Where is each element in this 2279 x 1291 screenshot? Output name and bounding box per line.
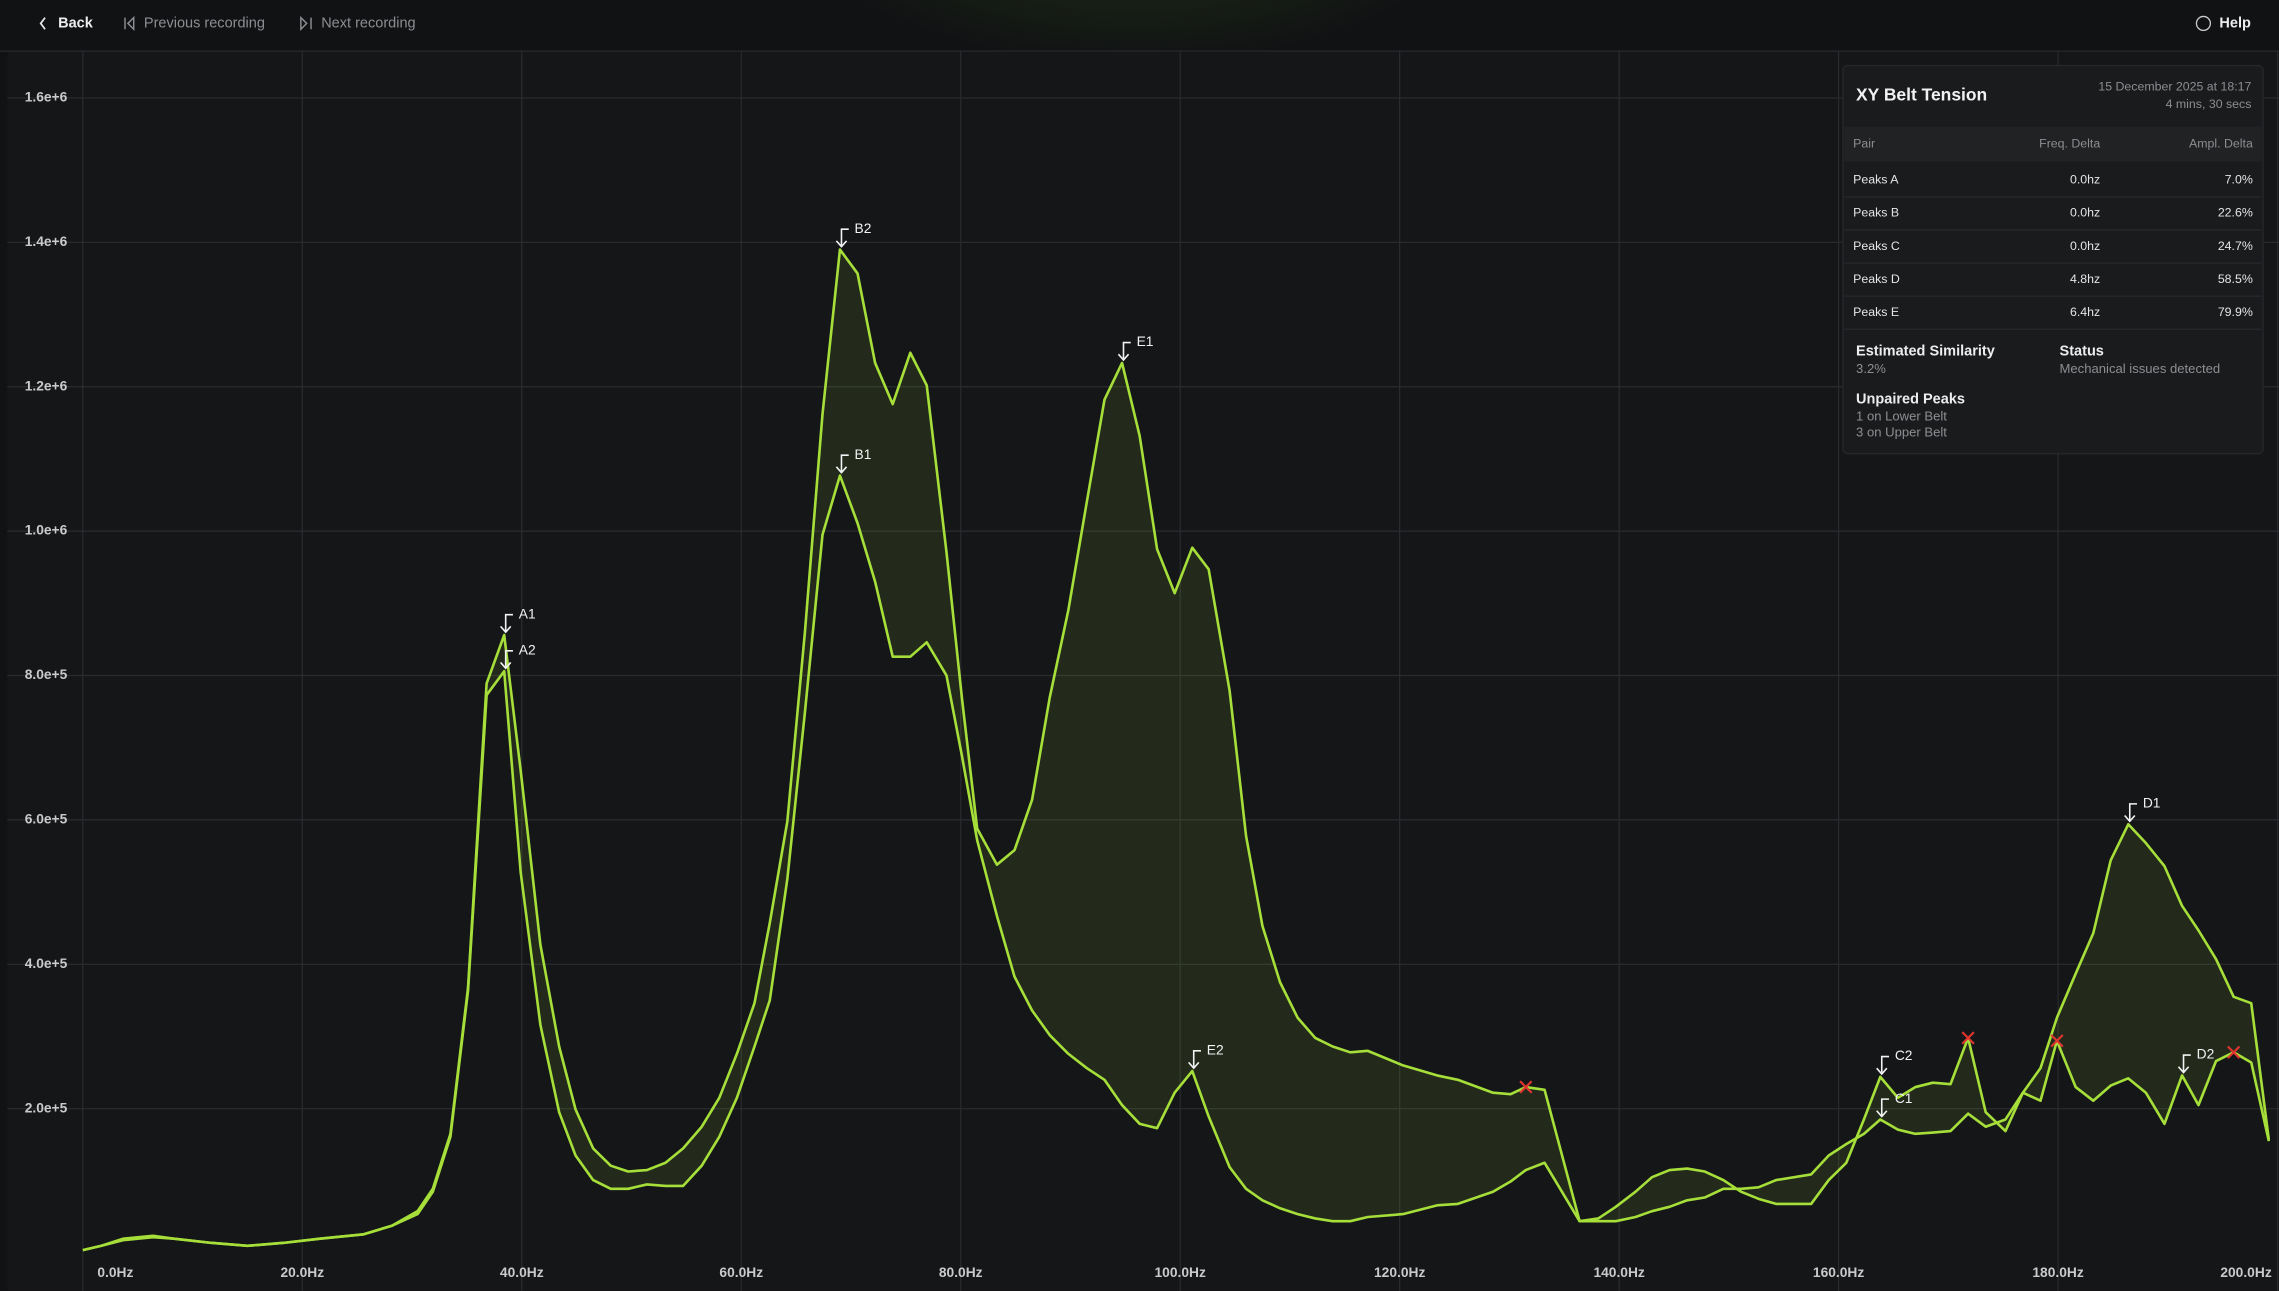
table-header: Pair [1853, 136, 1875, 150]
x-tick-label: 20.0Hz [280, 1265, 324, 1280]
y-tick-label: 8.0e+5 [25, 667, 68, 682]
difference-area [82, 249, 2269, 1251]
table-cell: 4.8hz [2070, 272, 2100, 286]
previous-icon [124, 15, 135, 31]
table-cell: Peaks A [1853, 173, 1899, 187]
peak-arrow [1876, 1098, 1890, 1118]
peak-label: C1 [1895, 1091, 1913, 1106]
unpaired-marker [2227, 1045, 2241, 1059]
similarity-value: 3.2% [1856, 361, 1886, 376]
unpaired-label: Unpaired Peaks [1856, 392, 1965, 408]
x-tick-label: 80.0Hz [939, 1265, 983, 1280]
x-tick-label: 200.0Hz [2220, 1265, 2271, 1280]
next-icon [300, 15, 312, 31]
peak-arrow [2124, 803, 2138, 823]
peak-arrow [1117, 341, 1131, 362]
peak-label: A2 [519, 642, 536, 657]
peak-arrow [835, 228, 849, 248]
back-icon [39, 17, 46, 30]
table-cell: Peaks E [1853, 305, 1899, 319]
table-cell: 6.4hz [2070, 305, 2100, 319]
peak-arrow [2177, 1054, 2191, 1074]
peak-label: D2 [2197, 1047, 2215, 1062]
peak-arrow [1188, 1049, 1201, 1070]
next-label: Next recording [321, 15, 415, 31]
table-cell: 79.9% [2218, 305, 2253, 319]
peak-label: E2 [1207, 1042, 1224, 1057]
table-header: Freq. Delta [2039, 136, 2100, 150]
peak-label: D1 [2143, 796, 2161, 811]
help-icon [2195, 15, 2212, 32]
peak-label: A1 [519, 606, 536, 621]
table-cell: Peaks C [1853, 239, 1900, 253]
unpaired-marker [1519, 1080, 1533, 1094]
nav-previous[interactable]: Previous recording [124, 15, 265, 31]
x-tick-label: 140.0Hz [1593, 1265, 1644, 1280]
plot: 2.0e+5 4.0e+5 6.0e+5 8.0e+5 1.0e+6 1.2e+6 1.4e… [7, 51, 2279, 1291]
panel-date: 15 December 2025 at 18:17 [2098, 80, 2251, 94]
panel-title: XY Belt Tension [1856, 85, 1987, 105]
help-label: Help [2219, 15, 2251, 31]
x-tick-label: 160.0Hz [1813, 1265, 1864, 1280]
status-value: Mechanical issues detected [2060, 361, 2221, 376]
table-cell: 0.0hz [2070, 206, 2100, 220]
x-tick-label: 100.0Hz [1155, 1265, 1206, 1280]
x-tick-label: 0.0Hz [97, 1265, 133, 1280]
previous-label: Previous recording [144, 15, 265, 31]
table-cell: 58.5% [2218, 272, 2253, 286]
table-cell: 7.0% [2225, 173, 2253, 187]
y-tick-label: 4.0e+5 [25, 956, 68, 971]
table-cell: Peaks B [1853, 206, 1899, 220]
back-label: Back [58, 15, 94, 31]
nav-next[interactable]: Next recording [300, 15, 416, 31]
series-line [82, 474, 2271, 1252]
peak-arrow [835, 454, 849, 474]
nav-back[interactable]: Back [39, 15, 94, 31]
summary-panel: XY Belt Tension 15 December 2025 at 18:1… [1842, 64, 2264, 455]
peak-label: B2 [855, 221, 872, 236]
table-header-background [1844, 126, 2262, 162]
y-tick-label: 2.0e+5 [25, 1100, 68, 1115]
table-cell: 0.0hz [2070, 239, 2100, 253]
x-tick-label: 120.0Hz [1374, 1265, 1425, 1280]
peak-arrow [499, 613, 513, 634]
x-tick-label: 60.0Hz [719, 1265, 763, 1280]
table-cell: 24.7% [2218, 239, 2253, 253]
x-tick-label: 180.0Hz [2032, 1265, 2083, 1280]
unpaired-line: 1 on Lower Belt [1856, 409, 1947, 424]
panel-duration: 4 mins, 30 secs [2166, 97, 2252, 111]
unpaired-marker [1961, 1031, 1975, 1045]
x-tick-label: 40.0Hz [500, 1265, 544, 1280]
peak-label: B1 [855, 447, 872, 462]
peak-arrow [1876, 1055, 1890, 1076]
table-cell: 0.0hz [2070, 173, 2100, 187]
status-label: Status [2060, 344, 2104, 360]
y-tick-label: 1.0e+6 [25, 523, 68, 538]
panel-background [1842, 64, 2264, 455]
nav-help[interactable]: Help [2195, 15, 2251, 32]
table-header: Ampl. Delta [2189, 136, 2253, 150]
table-cell: Peaks D [1853, 272, 1900, 286]
peak-label: E1 [1137, 334, 1154, 349]
peak-arrow [499, 650, 513, 670]
y-tick-label: 1.6e+6 [25, 90, 68, 105]
table-cell: 22.6% [2218, 206, 2253, 220]
y-tick-label: 6.0e+5 [25, 812, 68, 827]
peak-label: C2 [1895, 1048, 1913, 1063]
y-tick-label: 1.2e+6 [25, 378, 68, 393]
y-tick-label: 1.4e+6 [25, 234, 68, 249]
unpaired-line: 3 on Upper Belt [1856, 425, 1947, 440]
unpaired-marker [2050, 1034, 2064, 1048]
series-line [82, 248, 2271, 1252]
similarity-label: Estimated Similarity [1856, 344, 1995, 360]
